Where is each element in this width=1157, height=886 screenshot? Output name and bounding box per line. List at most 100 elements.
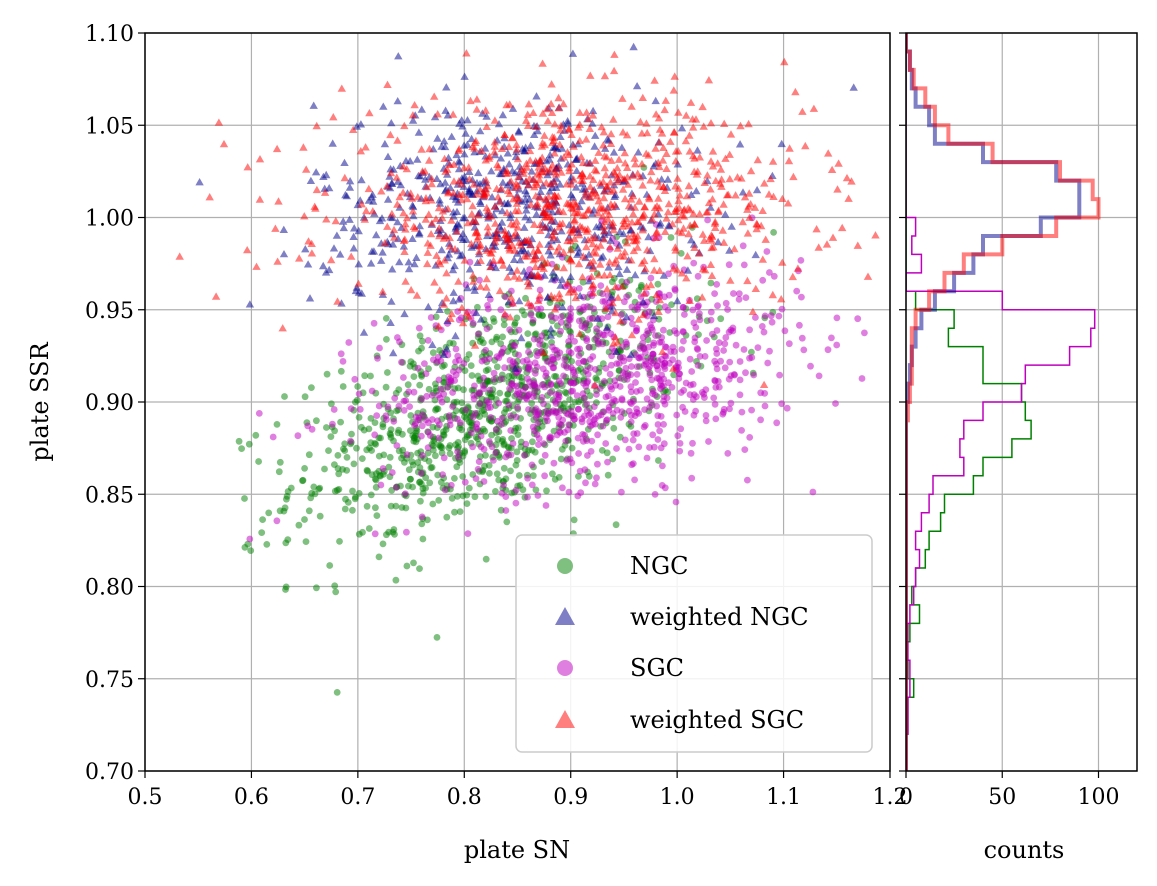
data-point: [396, 180, 405, 189]
data-point: [706, 119, 716, 127]
data-point: [627, 256, 636, 264]
data-point: [528, 481, 536, 489]
data-point: [422, 416, 430, 424]
data-point: [530, 130, 539, 138]
data-point: [527, 270, 536, 278]
data-point: [407, 412, 415, 419]
data-point: [361, 143, 370, 151]
data-point: [651, 110, 661, 118]
data-point: [612, 347, 621, 355]
data-point: [417, 469, 425, 477]
data-point: [737, 174, 746, 182]
data-point: [674, 147, 683, 155]
data-point: [507, 467, 514, 475]
data-point: [457, 303, 467, 311]
data-point: [537, 253, 547, 262]
data-point: [439, 234, 448, 242]
data-point: [575, 231, 584, 239]
data-point: [474, 465, 482, 473]
data-point: [567, 130, 576, 138]
data-point: [580, 394, 588, 402]
data-point: [651, 144, 660, 152]
data-point: [546, 325, 556, 333]
data-point: [333, 297, 342, 305]
data-point: [488, 245, 497, 253]
data-point: [320, 188, 330, 196]
data-point: [498, 206, 507, 215]
data-point: [274, 197, 283, 205]
data-point: [467, 362, 475, 369]
data-point: [349, 506, 356, 514]
data-point: [458, 426, 465, 434]
data-point: [424, 449, 432, 457]
data-point: [589, 175, 598, 183]
data-point: [634, 315, 643, 323]
data-point: [760, 328, 768, 336]
data-point: [716, 179, 725, 187]
data-point: [392, 484, 400, 491]
data-point: [833, 341, 841, 349]
data-point: [726, 130, 736, 138]
data-point: [339, 223, 348, 232]
data-point: [662, 343, 670, 351]
data-point: [175, 252, 184, 260]
data-point: [477, 432, 485, 440]
data-point: [470, 391, 478, 399]
data-point: [372, 476, 380, 484]
data-point: [342, 495, 349, 503]
data-point: [474, 303, 481, 311]
data-point: [515, 326, 523, 334]
data-point: [578, 273, 587, 281]
data-point: [460, 150, 469, 158]
data-point: [258, 529, 266, 536]
data-point: [503, 199, 512, 208]
data-point: [377, 472, 384, 480]
data-point: [541, 201, 550, 209]
data-point: [736, 121, 745, 130]
data-point: [637, 159, 647, 168]
data-point: [849, 83, 858, 91]
data-point: [649, 351, 657, 358]
data-point: [440, 137, 449, 145]
data-point: [496, 154, 506, 162]
x-axis-ticks: 0.5 0.6 0.7 0.8 0.9 1.0 1.1 1.2: [128, 771, 908, 810]
data-point: [252, 262, 261, 270]
data-point: [555, 474, 563, 481]
data-point: [538, 153, 547, 161]
data-point: [454, 453, 462, 461]
data-point: [405, 466, 413, 474]
data-point: [664, 199, 674, 208]
data-point: [620, 194, 630, 203]
data-point: [377, 481, 385, 489]
data-point: [377, 434, 384, 442]
data-point: [401, 490, 409, 498]
data-point: [347, 405, 355, 412]
data-point: [613, 406, 621, 414]
data-point: [640, 256, 649, 265]
data-point: [662, 214, 671, 222]
data-point: [427, 219, 437, 227]
data-point: [627, 388, 635, 396]
data-point: [565, 338, 572, 345]
data-point: [507, 427, 515, 434]
y-axis-ticks: 0.700.750.800.850.900.951.001.051.10: [85, 22, 145, 785]
data-point: [561, 429, 568, 436]
data-point: [688, 474, 696, 482]
data-point: [651, 233, 661, 241]
data-point: [642, 149, 651, 157]
data-point: [482, 451, 489, 459]
data-point: [745, 189, 754, 197]
data-point: [604, 471, 612, 479]
data-point: [509, 255, 519, 263]
data-point: [633, 371, 641, 378]
data-point: [778, 305, 786, 313]
data-point: [245, 440, 253, 448]
data-point: [603, 449, 611, 457]
data-point: [693, 345, 701, 352]
data-point: [425, 156, 434, 164]
data-point: [623, 376, 631, 383]
data-point: [308, 489, 316, 497]
data-point: [443, 204, 453, 212]
data-point: [689, 209, 698, 217]
data-point: [435, 497, 443, 504]
